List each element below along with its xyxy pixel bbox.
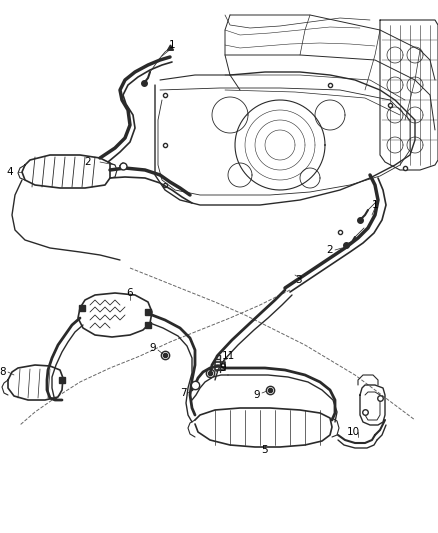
- Text: 5: 5: [261, 445, 268, 455]
- Text: 7: 7: [180, 388, 186, 398]
- Text: 1: 1: [372, 200, 378, 210]
- Text: 8: 8: [0, 367, 6, 377]
- Text: 9: 9: [220, 363, 226, 373]
- Text: 2: 2: [327, 245, 333, 255]
- Text: 2: 2: [85, 157, 91, 167]
- Text: 3: 3: [295, 275, 301, 285]
- Text: 10: 10: [346, 427, 360, 437]
- Text: 6: 6: [127, 288, 133, 298]
- Text: 9: 9: [254, 390, 260, 400]
- Text: 9: 9: [150, 343, 156, 353]
- Text: 4: 4: [7, 167, 13, 177]
- Text: 11: 11: [221, 351, 235, 361]
- Text: 1: 1: [169, 40, 175, 50]
